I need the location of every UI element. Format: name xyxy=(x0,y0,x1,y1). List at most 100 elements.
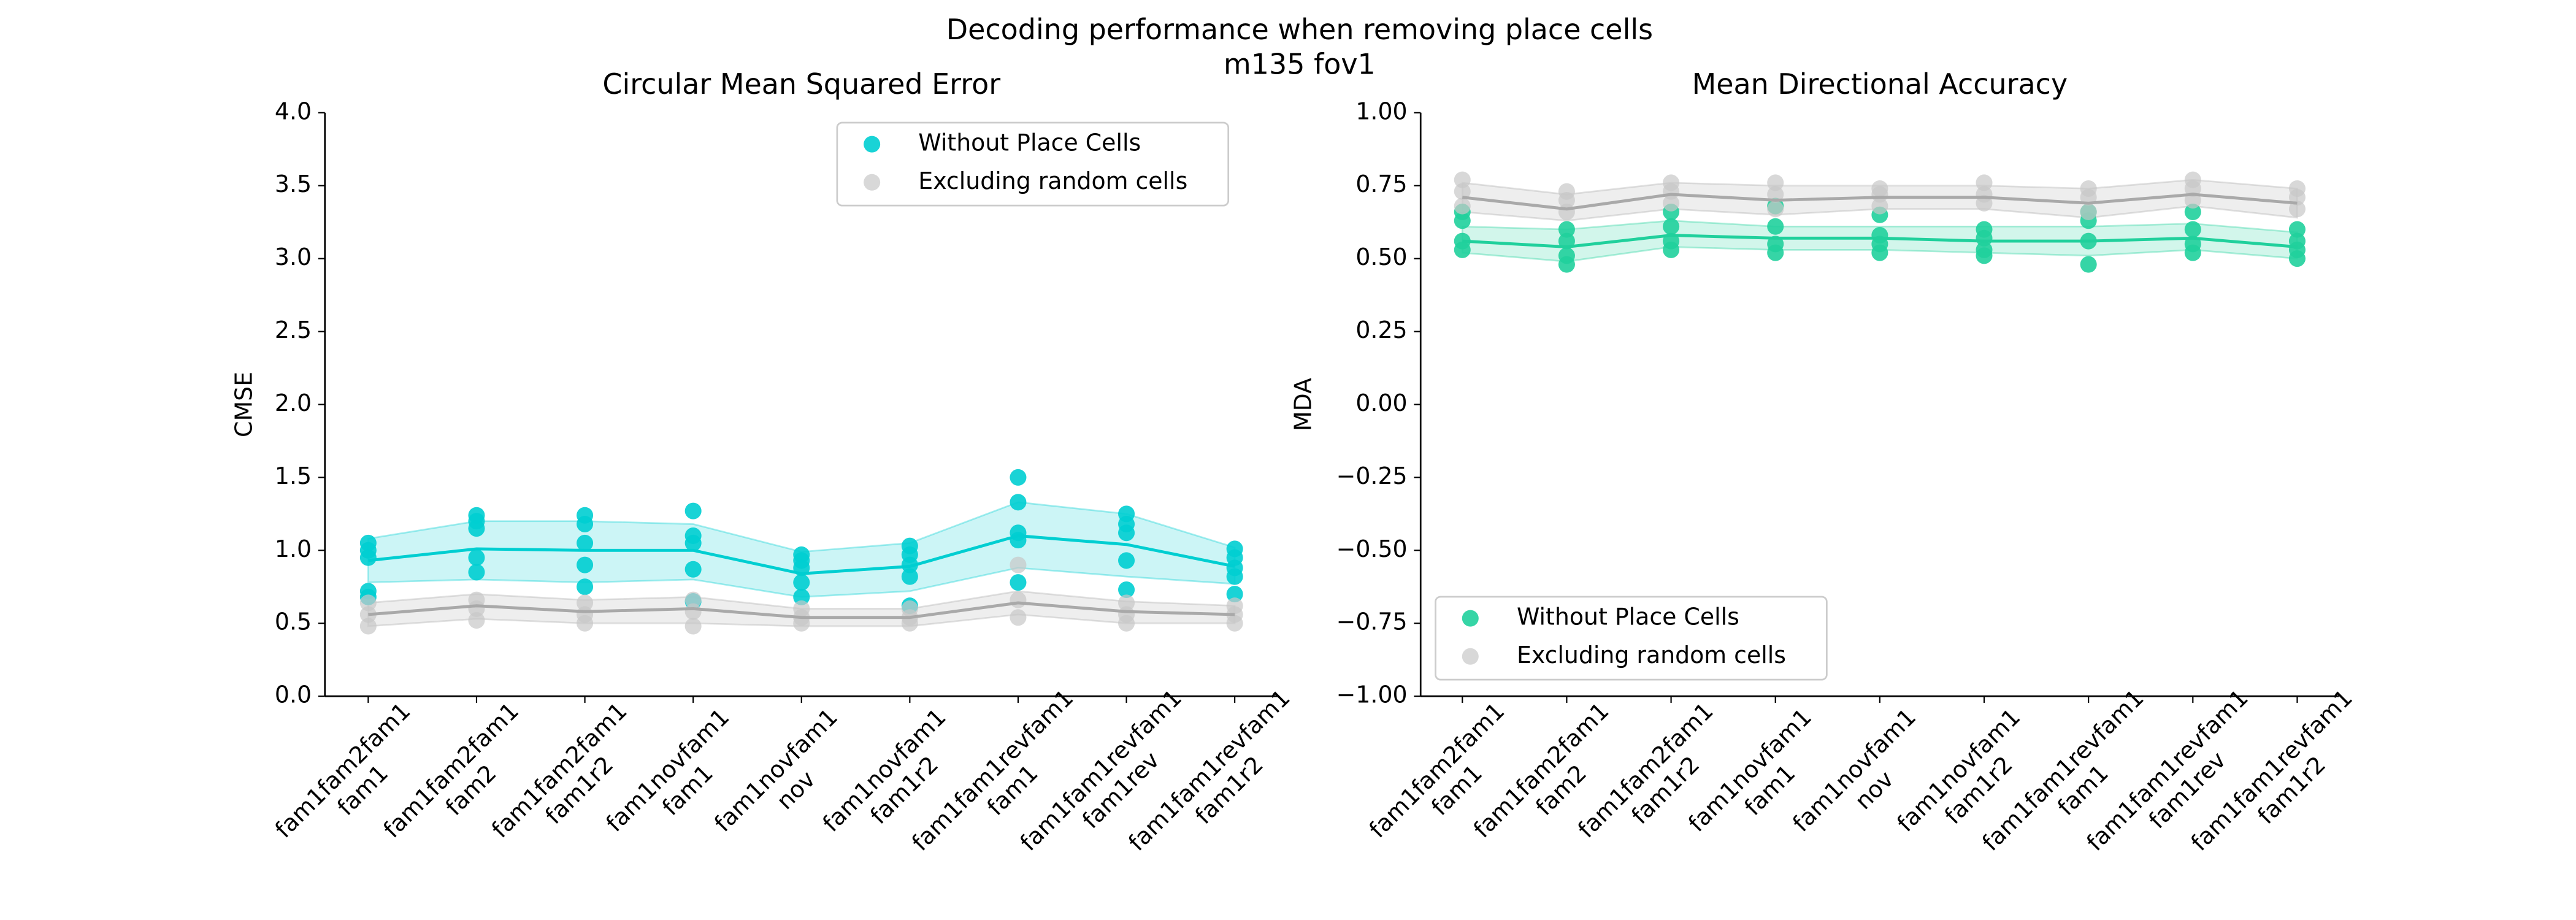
point xyxy=(1118,552,1135,569)
point xyxy=(684,502,702,519)
point xyxy=(577,578,594,596)
y-tick-label: −0.50 xyxy=(1336,535,1408,562)
point xyxy=(468,549,485,566)
point xyxy=(901,615,918,632)
point xyxy=(1010,469,1027,486)
point xyxy=(1976,247,1993,264)
y-tick-label: 0.50 xyxy=(1355,243,1407,270)
y-tick-label: 4.0 xyxy=(275,98,312,125)
y-tick-label: 2.5 xyxy=(275,316,312,343)
point xyxy=(793,615,810,632)
point xyxy=(1976,174,1993,191)
point xyxy=(468,611,485,629)
point xyxy=(2080,204,2097,221)
point xyxy=(359,618,377,635)
y-axis-label: CMSE xyxy=(231,372,258,437)
point xyxy=(1454,171,1471,188)
point xyxy=(1558,204,1575,221)
y-tick-label: 0.75 xyxy=(1355,171,1407,197)
point xyxy=(1118,594,1135,611)
point xyxy=(1558,191,1575,209)
point xyxy=(577,615,594,632)
y-tick-label: 0.0 xyxy=(275,681,312,708)
legend-label: Excluding random cells xyxy=(918,167,1187,194)
point xyxy=(684,561,702,578)
point xyxy=(1118,581,1135,599)
mean-line xyxy=(1462,193,2298,211)
legend-marker xyxy=(1462,610,1479,627)
legend-label: Without Place Cells xyxy=(918,129,1141,156)
y-axis-label: MDA xyxy=(1290,378,1317,431)
y-tick-label: −1.00 xyxy=(1336,681,1408,708)
y-tick-label: 0.00 xyxy=(1355,389,1407,416)
point xyxy=(1663,241,1680,258)
point xyxy=(1767,244,1784,261)
point xyxy=(1226,568,1243,585)
point xyxy=(2080,256,2097,273)
axes-title: Circular Mean Squared Error xyxy=(602,67,1000,101)
point xyxy=(1118,615,1135,632)
point xyxy=(901,568,918,585)
y-tick-label: −0.75 xyxy=(1336,608,1408,635)
point xyxy=(1558,221,1575,238)
point xyxy=(1663,194,1680,212)
point xyxy=(1010,609,1027,626)
point xyxy=(1118,524,1135,542)
y-tick-label: 1.0 xyxy=(275,535,312,562)
point xyxy=(359,594,377,611)
point xyxy=(2288,221,2306,238)
point xyxy=(684,534,702,551)
point xyxy=(1226,586,1243,603)
y-tick-label: 3.0 xyxy=(275,243,312,270)
figure-title: Decoding performance when removing place… xyxy=(946,13,1653,46)
point xyxy=(1558,256,1575,273)
y-tick-label: 3.5 xyxy=(275,171,312,197)
point xyxy=(793,588,810,605)
point xyxy=(2184,244,2201,261)
point xyxy=(359,606,377,623)
point xyxy=(2184,221,2201,238)
y-tick-label: 1.5 xyxy=(275,462,312,489)
point xyxy=(684,603,702,620)
point xyxy=(793,574,810,591)
point xyxy=(577,515,594,532)
y-tick-label: 0.25 xyxy=(1355,316,1407,343)
legend-box xyxy=(836,121,1230,207)
point xyxy=(359,549,377,566)
point xyxy=(1663,218,1680,235)
point xyxy=(1454,212,1471,229)
point xyxy=(1454,183,1471,200)
point xyxy=(1767,201,1784,218)
axes-title: Mean Directional Accuracy xyxy=(1692,67,2068,101)
point xyxy=(684,591,702,608)
point xyxy=(468,564,485,581)
point xyxy=(1767,218,1784,235)
point xyxy=(468,520,485,537)
legend-label: Excluding random cells xyxy=(1517,642,1786,669)
mean-line xyxy=(368,534,1235,575)
point xyxy=(1010,591,1027,608)
point xyxy=(2184,180,2201,197)
point xyxy=(1454,197,1471,215)
y-tick-label: −0.25 xyxy=(1336,462,1408,489)
point xyxy=(684,618,702,635)
point xyxy=(1226,615,1243,632)
legend-box xyxy=(1435,596,1828,681)
figure-subtitle: m135 fov1 xyxy=(1224,48,1376,81)
point xyxy=(2288,250,2306,267)
point xyxy=(1010,574,1027,591)
point xyxy=(2288,201,2306,218)
point xyxy=(1010,494,1027,511)
point xyxy=(1871,197,1888,215)
point xyxy=(577,556,594,573)
y-tick-label: 1.00 xyxy=(1355,98,1407,125)
legend-marker xyxy=(864,174,881,191)
legend-marker xyxy=(1462,648,1479,665)
legend-label: Without Place Cells xyxy=(1517,604,1739,631)
point xyxy=(1454,241,1471,258)
point xyxy=(2184,204,2201,221)
point xyxy=(1871,244,1888,261)
